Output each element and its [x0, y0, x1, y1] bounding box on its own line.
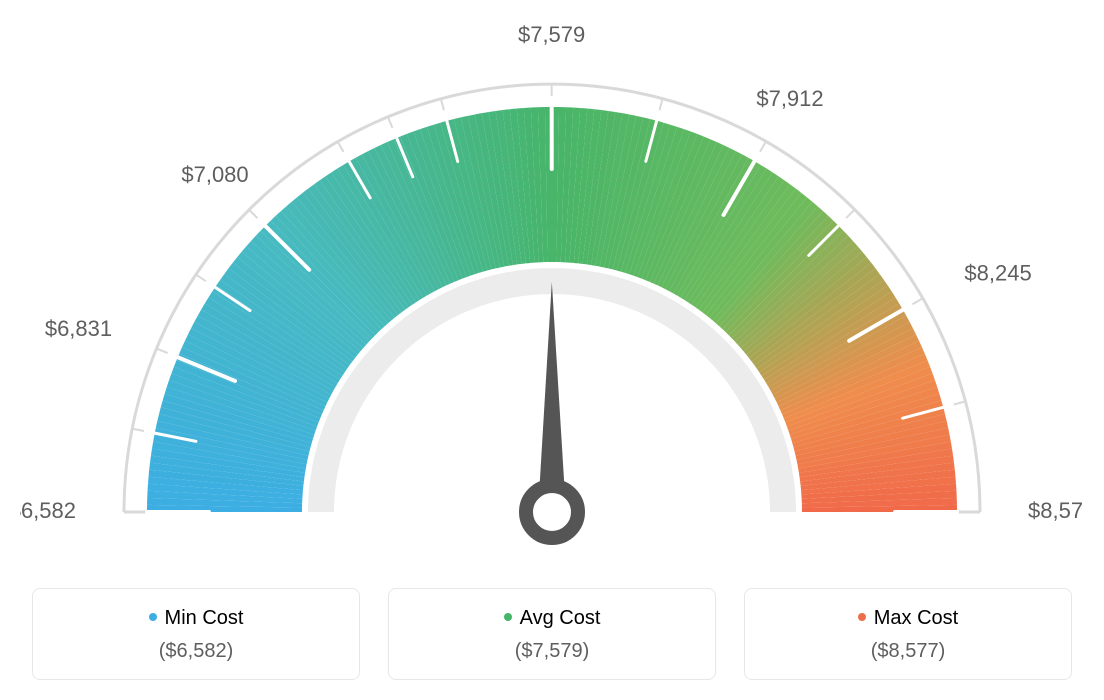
gauge-needle — [538, 282, 566, 512]
gauge-tick-label: $8,577 — [1028, 498, 1084, 523]
legend-card-avg: Avg Cost ($7,579) — [388, 588, 716, 680]
legend-min-value: ($6,582) — [43, 640, 349, 663]
legend-card-min: Min Cost ($6,582) — [32, 588, 360, 680]
gauge-tick-label: $7,912 — [756, 86, 823, 111]
legend-card-max: Max Cost ($8,577) — [744, 588, 1072, 680]
legend-title-min: Min Cost — [43, 607, 349, 630]
legend-row: Min Cost ($6,582) Avg Cost ($7,579) Max … — [20, 588, 1084, 680]
legend-avg-title-text: Avg Cost — [520, 607, 601, 629]
legend-title-avg: Avg Cost — [399, 607, 705, 630]
legend-avg-value: ($7,579) — [399, 640, 705, 663]
gauge-tick-label: $6,831 — [45, 316, 112, 341]
dot-icon — [858, 613, 866, 621]
gauge-chart: $6,582 $6,831 $7,080 $7,579 $7,912 $8,245 $8,5… — [20, 20, 1084, 680]
gauge-tick-label: $6,582 — [20, 498, 76, 523]
legend-max-title-text: Max Cost — [874, 607, 958, 629]
gauge-hub — [526, 486, 578, 538]
dot-icon — [504, 613, 512, 621]
legend-max-value: ($8,577) — [755, 640, 1061, 663]
legend-title-max: Max Cost — [755, 607, 1061, 630]
gauge-tick-label: $8,245 — [964, 260, 1031, 285]
gauge-svg: $6,582 $6,831 $7,080 $7,579 $7,912 $8,245 $8,5… — [20, 20, 1084, 560]
dot-icon — [149, 613, 157, 621]
gauge-tick-label: $7,579 — [518, 22, 585, 47]
legend-min-title-text: Min Cost — [165, 607, 244, 629]
gauge-tick-label: $7,080 — [181, 162, 248, 187]
